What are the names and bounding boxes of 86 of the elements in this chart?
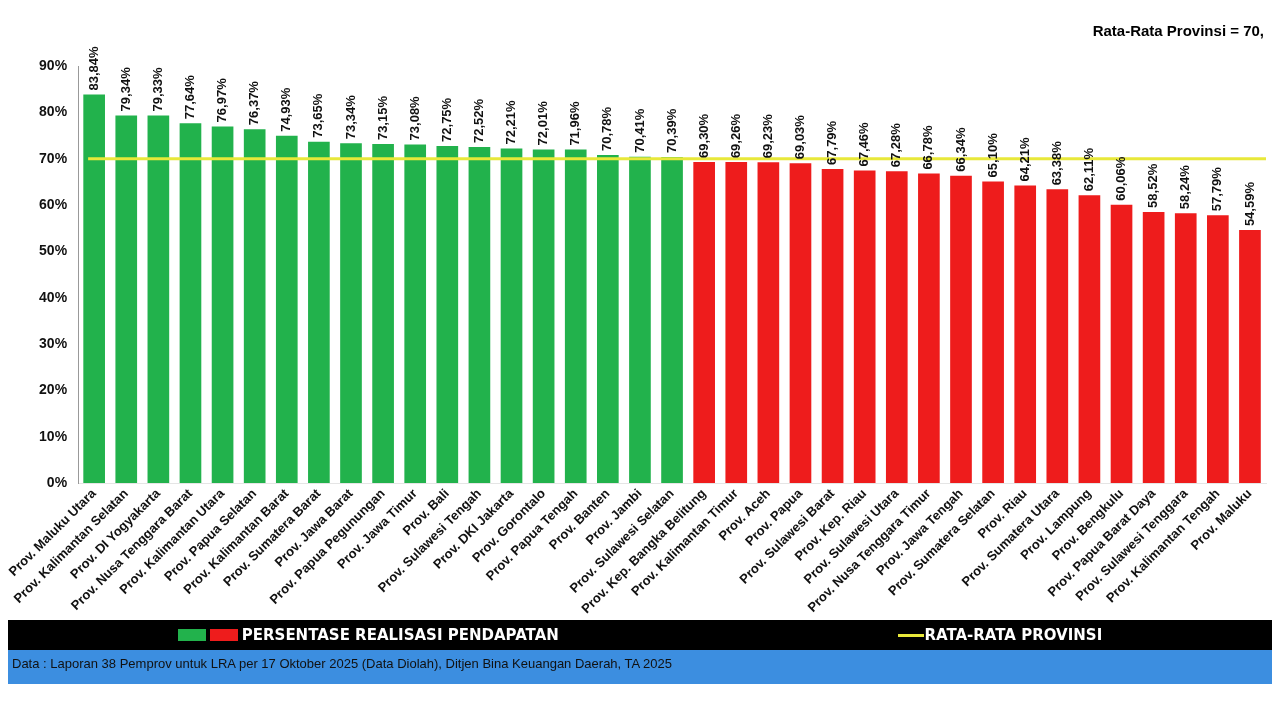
- data-label: 83,84%: [85, 46, 101, 91]
- bar: [147, 115, 170, 484]
- bar: [597, 155, 619, 484]
- data-label: 79,34%: [117, 66, 133, 112]
- bar: [982, 181, 1004, 484]
- data-label: 72,21%: [503, 99, 519, 145]
- bar: [1014, 185, 1037, 484]
- bar: [308, 141, 330, 484]
- data-label: 73,15%: [374, 95, 390, 141]
- bar: [918, 173, 940, 484]
- bar: [725, 162, 748, 484]
- legend-label: PERSENTASE REALISASI PENDAPATAN: [241, 626, 559, 644]
- data-label: 67,28%: [888, 122, 904, 168]
- data-label: 69,30%: [695, 113, 711, 158]
- y-tick-label: 20%: [39, 381, 68, 398]
- bar: [1239, 230, 1261, 484]
- data-label: 72,52%: [470, 98, 486, 144]
- bar: [853, 170, 876, 484]
- bar: [1046, 189, 1069, 484]
- bar: [83, 94, 105, 484]
- data-label: 70,41%: [631, 108, 647, 153]
- data-label: 69,23%: [759, 113, 775, 159]
- data-label: 74,93%: [278, 87, 294, 132]
- data-label: 73,34%: [342, 94, 358, 140]
- data-label: 76,37%: [246, 80, 262, 126]
- bar: [372, 144, 394, 484]
- bar: [950, 175, 972, 484]
- bar: [757, 162, 780, 484]
- data-label: 65,10%: [984, 132, 1000, 178]
- legend-label: RATA-RATA PROVINSI: [924, 626, 1103, 644]
- bar: [532, 149, 555, 484]
- data-label: 72,75%: [438, 97, 454, 142]
- bar: [179, 123, 202, 484]
- bar: [1142, 211, 1165, 484]
- data-label: 67,46%: [856, 121, 872, 167]
- data-label: 54,59%: [1241, 181, 1257, 227]
- y-tick-label: 90%: [39, 56, 68, 73]
- data-label: 73,08%: [406, 95, 422, 141]
- y-tick-label: 10%: [39, 427, 68, 444]
- data-label: 69,03%: [792, 114, 808, 160]
- bar: [693, 161, 715, 484]
- bar: [275, 135, 298, 484]
- data-label: 76,97%: [214, 77, 230, 123]
- bar: [243, 129, 266, 484]
- bar: [1174, 213, 1197, 484]
- data-label: 79,33%: [149, 66, 165, 112]
- bar: [1110, 204, 1133, 484]
- data-label: 72,01%: [535, 100, 551, 146]
- data-label: 71,96%: [567, 101, 583, 146]
- data-label: 73,65%: [310, 93, 326, 138]
- bar: [115, 115, 138, 484]
- y-tick-label: 30%: [39, 334, 68, 351]
- y-tick-label: 80%: [39, 103, 68, 120]
- data-label: 66,34%: [952, 127, 968, 172]
- data-label: 69,26%: [727, 113, 743, 159]
- data-label: 62,11%: [1081, 147, 1096, 192]
- text: Rata-Rata Provinsi = 70,: [1092, 22, 1264, 39]
- bar: [885, 171, 908, 484]
- data-label: 70,39%: [663, 108, 679, 153]
- bar: [1207, 215, 1229, 484]
- bar: [468, 147, 491, 484]
- bar: [821, 168, 844, 484]
- data-label: 77,64%: [182, 74, 198, 120]
- data-label: 67,79%: [824, 120, 840, 165]
- y-tick-label: 50%: [39, 242, 68, 259]
- y-tick-label: 40%: [39, 288, 68, 305]
- data-label: 66,78%: [920, 125, 936, 170]
- data-label: 70,78%: [599, 106, 615, 152]
- data-label: 58,52%: [1145, 163, 1161, 208]
- bar: [1078, 195, 1101, 484]
- data-label: 58,24%: [1177, 164, 1193, 210]
- data-label: 60,06%: [1113, 156, 1129, 201]
- y-tick-label: 0%: [46, 473, 68, 490]
- data-label: 64,21%: [1016, 136, 1032, 182]
- bar: [404, 144, 427, 484]
- y-tick-label: 70%: [39, 149, 68, 166]
- bar: [500, 148, 523, 484]
- bar: [789, 163, 812, 484]
- y-tick-label: 60%: [39, 195, 68, 212]
- data-label: 63,38%: [1048, 140, 1064, 186]
- data-label: 57,79%: [1209, 166, 1225, 212]
- bar: [211, 126, 234, 484]
- text: Data : Laporan 38 Pemprov untuk LRA per 17 Oktober 2025 (Data Diolah), Ditjen Bina Keuangan Daerah, TA 2025: [8, 650, 1272, 684]
- bar: [436, 145, 459, 484]
- bar: [340, 143, 362, 484]
- bar: [564, 149, 587, 484]
